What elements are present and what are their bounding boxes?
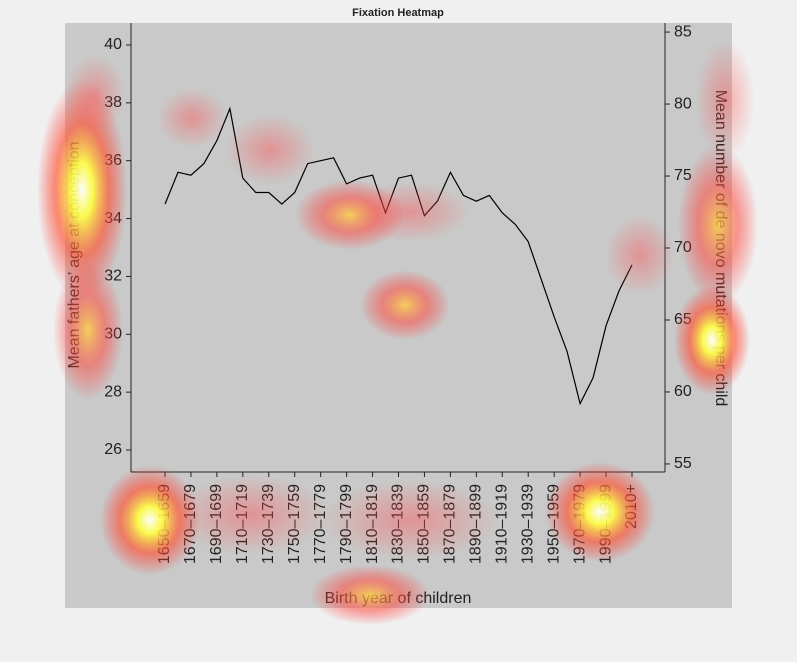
- y2-tick-label: 55: [674, 455, 692, 472]
- heat-spot: [100, 465, 200, 575]
- x-tick-label: 1930–1939: [519, 484, 536, 564]
- heat-spot: [65, 55, 125, 135]
- chart-title: Fixation Heatmap: [352, 7, 444, 19]
- x-tick-label: 1910–1919: [493, 484, 510, 564]
- heat-spot: [545, 462, 655, 562]
- heat-spot: [360, 270, 450, 340]
- heatmap-overlay: [37, 40, 758, 625]
- heat-spot: [53, 260, 123, 400]
- y2-tick-label: 80: [674, 95, 692, 112]
- heat-spot: [225, 115, 315, 185]
- heat-spot: [350, 182, 470, 242]
- heat-spot: [674, 285, 750, 395]
- y2-tick-label: 85: [674, 23, 692, 40]
- y-tick-label: 40: [104, 36, 122, 53]
- y-tick-label: 28: [104, 383, 122, 400]
- heat-spot: [678, 145, 758, 305]
- heat-spot: [605, 215, 675, 295]
- heat-spot: [37, 80, 127, 300]
- heat-spot: [695, 40, 755, 160]
- heat-spot: [320, 480, 500, 560]
- heat-spot: [170, 475, 330, 555]
- heat-spot: [157, 88, 227, 148]
- y2-tick-label: 60: [674, 383, 692, 400]
- heat-spot: [310, 565, 430, 625]
- y-tick-label: 26: [104, 441, 122, 458]
- data-line: [164, 106, 633, 406]
